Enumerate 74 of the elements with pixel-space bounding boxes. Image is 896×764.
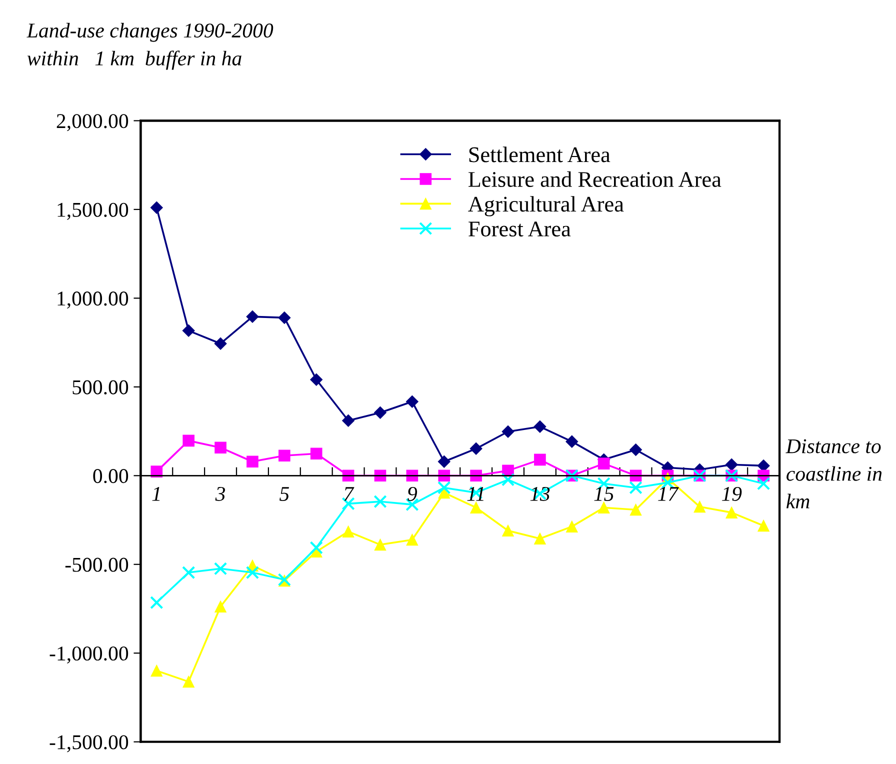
chart-title: Land-use changes 1990-2000 within 1 km buffer in ha (26, 22, 274, 70)
y-tick-label: 1,000.00 (58, 292, 128, 309)
legend-label: Leisure and Recreation Area (468, 171, 722, 187)
point (182, 566, 196, 580)
point (502, 425, 514, 438)
x-tick-label: 5 (280, 487, 289, 501)
point (214, 442, 226, 454)
point (694, 500, 706, 513)
point (598, 458, 610, 470)
point (470, 442, 482, 455)
point (726, 506, 738, 518)
legend-label: Forest Area (468, 222, 571, 237)
y-tick-label: 1,500.00 (58, 202, 128, 220)
point (501, 473, 515, 486)
point (629, 481, 642, 494)
point (342, 414, 355, 427)
legend-label: Settlement Area (469, 146, 610, 162)
point (406, 534, 418, 546)
x-tick-label: 9 (408, 486, 418, 501)
point (725, 458, 738, 471)
y-tick-label: 500.00 (72, 380, 128, 394)
point (310, 541, 323, 554)
x-tick-label: 19 (722, 486, 742, 501)
point (534, 420, 546, 433)
point (534, 454, 546, 466)
point (598, 502, 610, 514)
x-axis-title: Distance to coastline in km (786, 439, 882, 508)
point (630, 443, 642, 456)
point (342, 526, 354, 538)
point (182, 434, 194, 447)
y-tick-label: 0.00 (93, 469, 128, 484)
point (406, 395, 418, 408)
point (310, 448, 322, 460)
point (214, 600, 226, 613)
y-tick-label: 2,000.00 (56, 114, 128, 132)
point (182, 324, 195, 337)
point (182, 676, 194, 688)
point (470, 502, 482, 514)
point (438, 481, 451, 494)
point (246, 310, 259, 323)
y-tick-label: -1,500.00 (50, 735, 128, 752)
point (534, 532, 546, 545)
legend-label: Agricultural Area (468, 196, 624, 216)
point (374, 494, 387, 508)
x-tick-label: 3 (215, 486, 226, 501)
point (566, 520, 578, 532)
point (757, 459, 770, 472)
point (470, 470, 482, 482)
point (374, 406, 386, 419)
point (374, 538, 386, 551)
point (150, 596, 164, 610)
point (630, 504, 642, 516)
x-tick-label: 1 (152, 486, 160, 501)
point (150, 664, 163, 677)
point (502, 524, 514, 537)
point (246, 566, 260, 580)
point (758, 520, 770, 532)
y-tick-label: -1,000.00 (50, 646, 128, 664)
point (278, 450, 290, 462)
point (246, 456, 258, 468)
x-tick-label: 15 (594, 486, 614, 501)
point (150, 201, 163, 214)
point (756, 477, 770, 490)
point (438, 470, 450, 482)
point (438, 455, 450, 468)
point (150, 466, 163, 478)
point (214, 337, 227, 350)
point (278, 311, 291, 324)
y-tick-label: -500.00 (65, 558, 128, 572)
point (310, 373, 323, 386)
x-tick-label: 17 (658, 486, 679, 501)
x-tick-label: 7 (344, 487, 354, 501)
point (214, 562, 228, 576)
point (566, 435, 578, 448)
